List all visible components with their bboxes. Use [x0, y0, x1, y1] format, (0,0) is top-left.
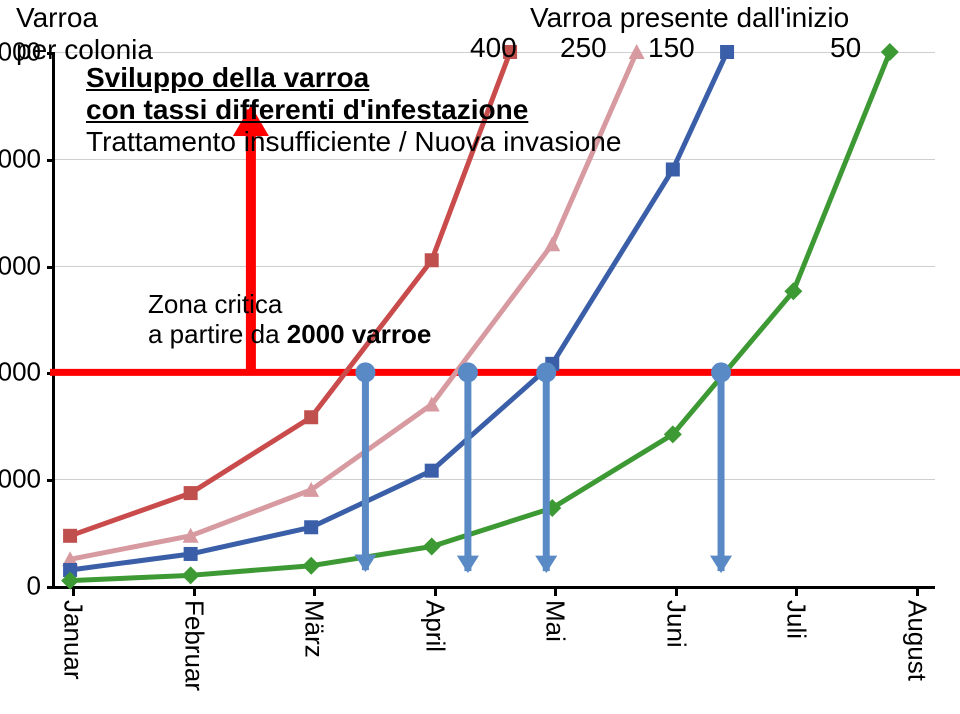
x-tick-label: Januar [58, 600, 89, 680]
series-start-label: 400 [470, 32, 517, 64]
y-axis-title: Varroaper colonia [16, 2, 153, 66]
chart-stage: { "canvas": {"w":960,"h":714}, "plot": {… [0, 0, 960, 714]
series-start-label: 150 [648, 32, 695, 64]
y-tick-label: 1000 [0, 464, 41, 495]
critical-zone-label: Zona criticaa partire da 2000 varroe [148, 290, 431, 350]
x-tick-label: Juni [660, 600, 691, 648]
y-tick-label: 0 [27, 571, 41, 602]
x-tick-label: April [419, 600, 450, 652]
x-tick-label: Februar [178, 600, 209, 691]
series-start-label: 250 [560, 32, 607, 64]
x-tick-label: Juli [781, 600, 812, 639]
series-start-label: 50 [830, 32, 861, 64]
x-tick-label: März [299, 600, 330, 658]
y-tick-label: 3000 [0, 250, 41, 281]
x-tick-label: August [901, 600, 932, 681]
chart-title-block: Sviluppo della varroacon tassi different… [86, 62, 621, 159]
top-header-title: Varroa presente dall'inizio [530, 2, 849, 34]
x-tick-label: Mai [540, 600, 571, 642]
y-tick-label: 2000 [0, 357, 41, 388]
y-tick-label: 4000 [0, 143, 41, 174]
